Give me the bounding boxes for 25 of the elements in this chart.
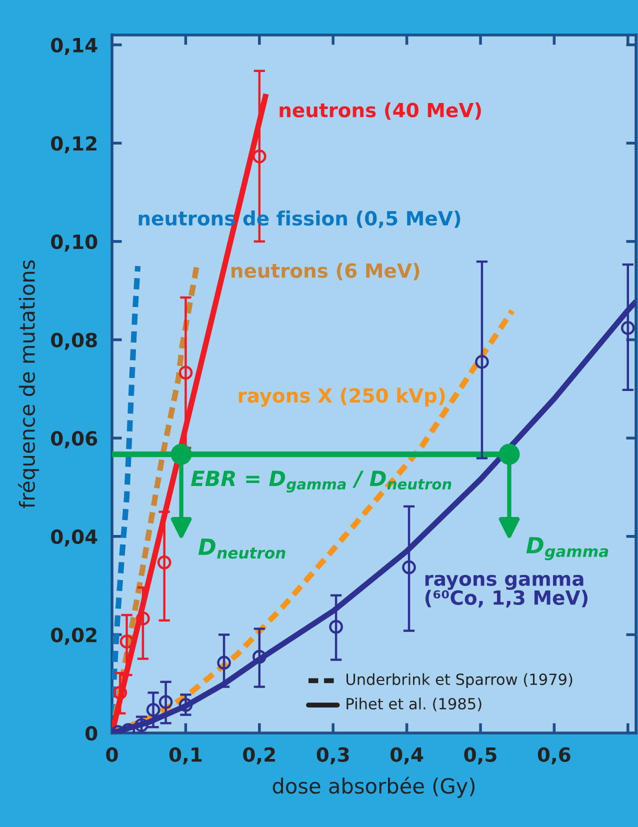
y-tick-label: 0,02 bbox=[51, 628, 96, 645]
annotation: D$_{neutron}$ bbox=[198, 538, 286, 559]
y-tick-label: 0,08 bbox=[51, 332, 97, 350]
x-tick-label: 0,6 bbox=[538, 747, 570, 764]
annotation: D$_{gamma}$ bbox=[526, 537, 608, 560]
y-axis-title: fréquence de mutations bbox=[18, 260, 40, 508]
series-label: neutrons (6 MeV) bbox=[232, 262, 420, 280]
x-tick-label: 0,5 bbox=[464, 747, 496, 764]
x-axis-title: dose absorbée (Gy) bbox=[272, 776, 475, 798]
series-label: rayons X (250 kVp) bbox=[238, 388, 445, 407]
series-label: neutrons (40 MeV) bbox=[280, 102, 481, 120]
annotation: Pihet et al. (1985) bbox=[346, 698, 482, 712]
x-tick-label: 0,2 bbox=[243, 747, 275, 764]
y-tick-label: 0,10 bbox=[51, 234, 98, 252]
x-tick-label: 0,1 bbox=[169, 747, 202, 764]
x-tick-label: 0,4 bbox=[390, 747, 424, 764]
x-tick-label: 0 bbox=[106, 747, 118, 762]
y-tick-label: 0,14 bbox=[51, 38, 98, 55]
x-tick-label: 0,3 bbox=[316, 747, 349, 764]
y-tick-label: 0,12 bbox=[51, 136, 96, 154]
annotation: Underbrink et Sparrow (1979) bbox=[346, 673, 572, 688]
y-tick-label: 0,06 bbox=[51, 431, 98, 448]
y-tick-label: 0 bbox=[86, 726, 98, 741]
y-tick-label: 0,04 bbox=[51, 529, 98, 547]
series-label: rayons gamma (⁶⁰Co, 1,3 MeV) bbox=[425, 574, 588, 608]
